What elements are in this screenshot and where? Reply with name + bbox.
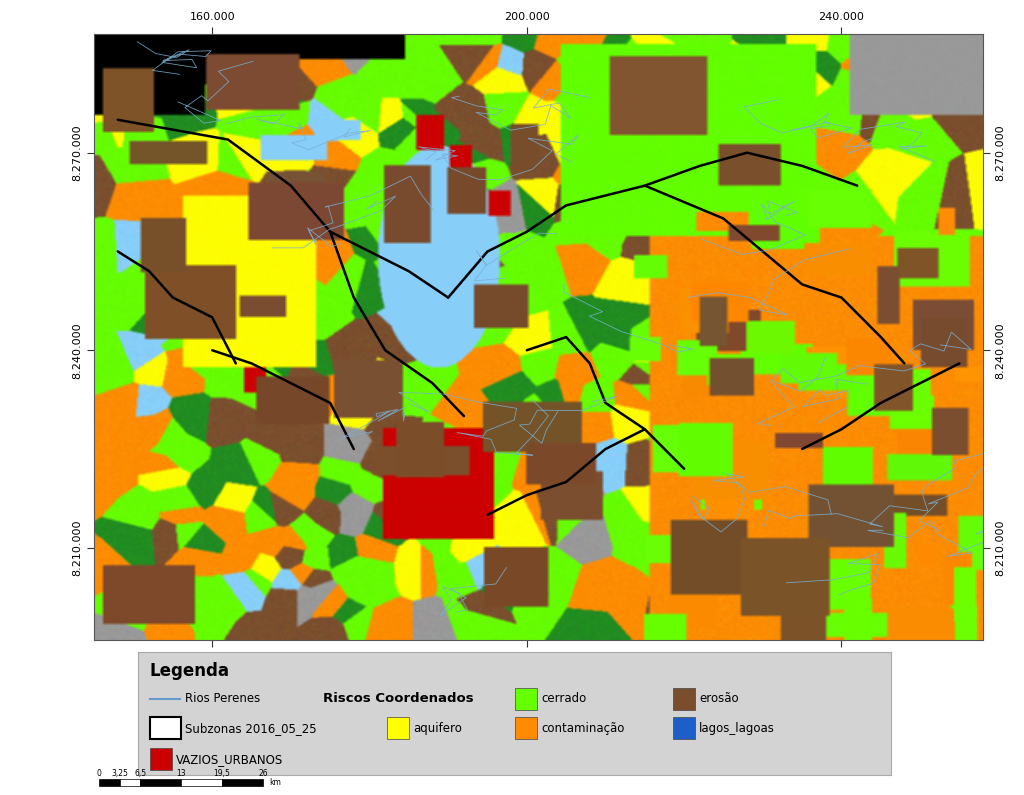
Bar [222,779,263,785]
Bar [150,748,172,770]
Bar [387,717,410,739]
Text: VAZIOS_URBANOS: VAZIOS_URBANOS [176,753,283,766]
Text: aquifero: aquifero [413,722,462,735]
Text: 3,25: 3,25 [112,769,128,778]
Bar [514,717,538,739]
Text: km: km [269,778,281,787]
Text: lagos_lagoas: lagos_lagoas [699,722,775,735]
Text: 6,5: 6,5 [134,769,146,778]
Bar [150,717,181,739]
Text: erosão: erosão [699,692,738,705]
Text: Rios Perenes: Rios Perenes [185,692,260,705]
Bar [99,779,120,785]
Bar [120,779,140,785]
Text: Legenda: Legenda [150,661,229,680]
Text: Subzonas 2016_05_25: Subzonas 2016_05_25 [185,722,316,735]
Text: 0: 0 [97,769,101,778]
Bar [181,779,222,785]
Text: Riscos Coordenados: Riscos Coordenados [323,692,473,705]
Text: 26: 26 [258,769,267,778]
Text: cerrado: cerrado [541,692,586,705]
Bar [140,779,181,785]
Text: 19,5: 19,5 [214,769,230,778]
Text: 13: 13 [176,769,186,778]
Bar [514,688,538,710]
Text: contaminação: contaminação [541,722,625,735]
Bar [673,717,695,739]
Bar [673,688,695,710]
